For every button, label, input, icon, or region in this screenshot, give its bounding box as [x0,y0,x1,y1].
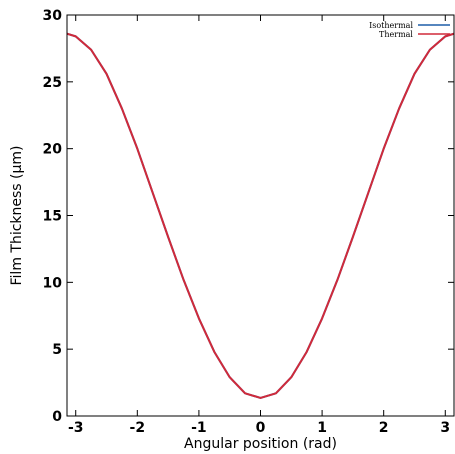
legend-label: Thermal [379,30,413,39]
y-tick-label: 30 [43,8,63,24]
y-axis-label: Film Thickness (μm) [9,145,25,285]
series-lines [66,32,455,399]
x-tick-label: 0 [256,420,266,436]
x-tick-label: -2 [130,420,146,436]
x-axis-label: Angular position (rad) [184,436,337,452]
y-tick-label: 5 [52,342,62,358]
series-line-thermal [66,32,455,399]
axis-ticks [67,14,454,417]
x-tick-label: 2 [379,420,389,436]
y-tick-label: 15 [43,209,62,225]
series-line-isothermal [66,32,455,399]
plot-frame [66,14,455,417]
y-tick-label: 20 [43,142,63,158]
y-tick-label: 25 [43,75,62,91]
legend-label: Isothermal [369,21,413,30]
y-tick-label: 10 [43,275,63,291]
y-tick-label: 0 [52,409,62,425]
x-tick-label: 1 [317,420,327,436]
x-tick-label: -3 [68,420,84,436]
x-tick-label: -1 [191,420,207,436]
x-tick-label: 3 [440,420,450,436]
